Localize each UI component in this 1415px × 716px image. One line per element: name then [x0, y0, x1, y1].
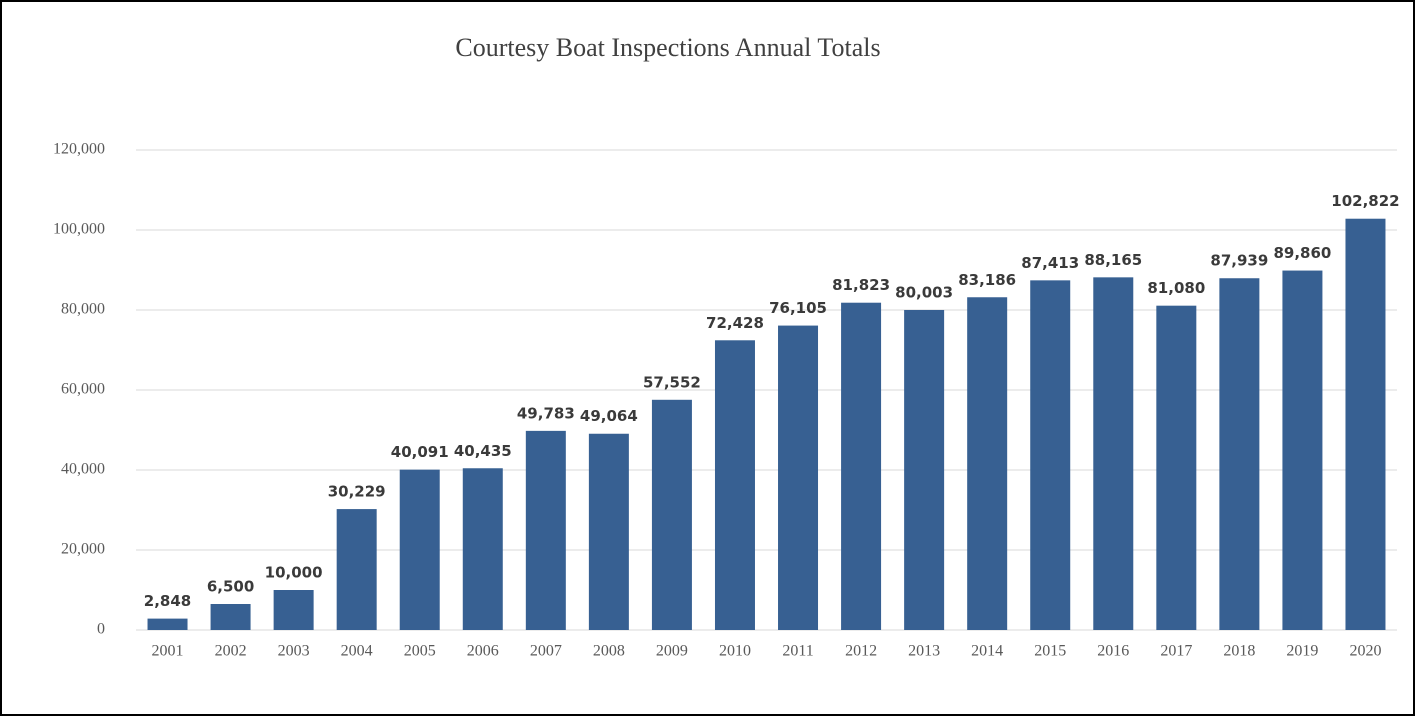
data-label: 72,428 [706, 314, 764, 332]
x-tick-label: 2010 [719, 643, 751, 660]
x-tick-label: 2003 [278, 643, 310, 660]
x-tick-label: 2006 [467, 643, 499, 660]
y-tick-label: 60,000 [61, 381, 105, 398]
x-tick-label: 2008 [593, 643, 625, 660]
bar [273, 590, 314, 630]
y-tick-label: 80,000 [61, 301, 105, 318]
y-tick-label: 100,000 [53, 221, 105, 238]
x-tick-label: 2019 [1286, 643, 1318, 660]
bar [904, 309, 945, 630]
x-tick-label: 2004 [341, 643, 373, 660]
data-label: 10,000 [265, 564, 323, 582]
x-tick-label: 2018 [1223, 643, 1255, 660]
x-tick-label: 2017 [1160, 643, 1192, 660]
x-tick-label: 2012 [845, 643, 877, 660]
data-label: 80,003 [895, 283, 953, 301]
bar [399, 469, 440, 630]
bar [1345, 218, 1386, 630]
data-label: 102,822 [1331, 192, 1399, 210]
bar [714, 340, 755, 630]
x-tick-label: 2011 [782, 643, 813, 660]
data-label: 89,860 [1273, 244, 1331, 262]
data-label: 83,186 [958, 271, 1016, 289]
bar [588, 433, 629, 630]
y-tick-label: 20,000 [61, 541, 105, 558]
chart-title: Courtesy Boat Inspections Annual Totals [455, 33, 880, 62]
bar [778, 325, 819, 630]
data-label: 49,064 [580, 407, 638, 425]
y-tick-label: 120,000 [53, 141, 105, 158]
data-label: 2,848 [144, 592, 191, 610]
data-label: 81,080 [1147, 279, 1205, 297]
bar [1156, 305, 1197, 630]
y-tick-label: 0 [97, 621, 105, 638]
bar [1030, 280, 1071, 630]
bar [147, 618, 188, 630]
bar [1093, 277, 1134, 630]
data-label: 30,229 [328, 483, 386, 501]
data-label: 76,105 [769, 299, 827, 317]
x-tick-label: 2020 [1349, 643, 1381, 660]
data-label: 88,165 [1084, 251, 1142, 269]
x-tick-label: 2001 [152, 643, 184, 660]
x-tick-label: 2015 [1034, 643, 1066, 660]
bar [967, 297, 1008, 630]
bar [210, 604, 251, 630]
data-label: 57,552 [643, 373, 701, 391]
data-label: 40,435 [454, 442, 512, 460]
x-tick-label: 2002 [215, 643, 247, 660]
bar [336, 509, 377, 630]
data-label: 87,413 [1021, 254, 1079, 272]
bar [1219, 278, 1260, 630]
x-tick-label: 2007 [530, 643, 562, 660]
x-tick-label: 2014 [971, 643, 1003, 660]
bar [651, 399, 692, 630]
bar [525, 430, 566, 630]
x-tick-label: 2013 [908, 643, 940, 660]
data-label: 49,783 [517, 404, 575, 422]
x-tick-label: 2009 [656, 643, 688, 660]
x-tick-label: 2016 [1097, 643, 1129, 660]
data-label: 81,823 [832, 276, 890, 294]
x-tick-label: 2005 [404, 643, 436, 660]
bar [1282, 270, 1323, 630]
data-label: 40,091 [391, 443, 449, 461]
bar [841, 302, 882, 630]
bar [462, 468, 503, 630]
data-label: 87,939 [1210, 252, 1268, 270]
data-label: 6,500 [207, 578, 254, 596]
y-tick-label: 40,000 [61, 461, 105, 478]
